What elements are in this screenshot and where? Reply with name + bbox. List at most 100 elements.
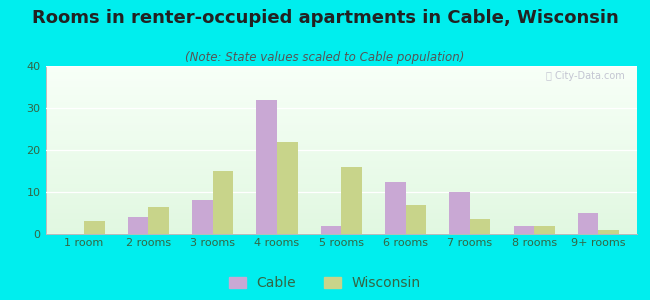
Bar <box>46 137 637 140</box>
Bar <box>46 175 637 177</box>
Bar <box>192 200 213 234</box>
Bar <box>514 226 534 234</box>
Bar <box>46 190 637 192</box>
Bar <box>46 81 637 83</box>
Bar <box>46 79 637 81</box>
Bar <box>46 165 637 167</box>
Bar <box>46 182 637 184</box>
Bar <box>46 133 637 135</box>
Text: (Note: State values scaled to Cable population): (Note: State values scaled to Cable popu… <box>185 51 465 64</box>
Bar <box>46 131 637 133</box>
Bar <box>84 221 105 234</box>
Bar <box>46 230 637 232</box>
Text: Rooms in renter-occupied apartments in Cable, Wisconsin: Rooms in renter-occupied apartments in C… <box>32 9 618 27</box>
Bar <box>46 118 637 121</box>
Bar <box>46 72 637 74</box>
Bar <box>46 112 637 114</box>
Bar <box>46 169 637 171</box>
Bar <box>46 186 637 188</box>
Bar <box>46 160 637 163</box>
Bar <box>46 135 637 137</box>
Bar <box>46 98 637 100</box>
Bar <box>256 100 277 234</box>
Bar <box>46 100 637 102</box>
Bar <box>46 152 637 154</box>
Bar <box>46 217 637 219</box>
Bar <box>46 89 637 91</box>
Bar <box>46 228 637 230</box>
Bar <box>46 123 637 125</box>
Bar <box>46 226 637 228</box>
Bar <box>46 110 637 112</box>
Bar <box>46 108 637 110</box>
Bar <box>46 219 637 221</box>
Bar <box>46 116 637 119</box>
Bar <box>46 202 637 205</box>
Bar <box>46 188 637 190</box>
Text: ⓘ City-Data.com: ⓘ City-Data.com <box>547 71 625 81</box>
Bar <box>406 205 426 234</box>
Bar <box>46 163 637 165</box>
Bar <box>46 213 637 215</box>
Bar <box>46 196 637 198</box>
Bar <box>46 129 637 131</box>
Bar <box>213 171 233 234</box>
Bar <box>46 200 637 202</box>
Bar <box>534 226 554 234</box>
Bar <box>46 221 637 224</box>
Bar <box>46 177 637 179</box>
Bar <box>46 70 637 72</box>
Legend: Cable, Wisconsin: Cable, Wisconsin <box>229 276 421 290</box>
Bar <box>46 171 637 173</box>
Bar <box>46 198 637 200</box>
Bar <box>148 207 169 234</box>
Bar <box>46 106 637 108</box>
Bar <box>46 146 637 148</box>
Bar <box>128 217 148 234</box>
Bar <box>46 215 637 217</box>
Bar <box>46 194 637 196</box>
Bar <box>46 76 637 79</box>
Bar <box>46 87 637 89</box>
Bar <box>46 102 637 104</box>
Bar <box>385 182 406 234</box>
Bar <box>46 121 637 123</box>
Bar <box>46 192 637 194</box>
Bar <box>46 93 637 95</box>
Bar <box>46 104 637 106</box>
Bar <box>46 205 637 207</box>
Bar <box>46 144 637 146</box>
Bar <box>46 74 637 77</box>
Bar <box>46 83 637 85</box>
Bar <box>46 154 637 156</box>
Bar <box>46 207 637 209</box>
Bar <box>46 156 637 158</box>
Bar <box>46 127 637 129</box>
Bar <box>46 66 637 68</box>
Bar <box>46 158 637 160</box>
Bar <box>46 114 637 116</box>
Bar <box>46 85 637 87</box>
Bar <box>277 142 298 234</box>
Bar <box>46 91 637 93</box>
Bar <box>46 209 637 211</box>
Bar <box>320 226 341 234</box>
Bar <box>470 219 490 234</box>
Bar <box>46 142 637 144</box>
Bar <box>46 211 637 213</box>
Bar <box>46 167 637 169</box>
Bar <box>449 192 470 234</box>
Bar <box>46 232 637 234</box>
Bar <box>599 230 619 234</box>
Bar <box>46 140 637 142</box>
Bar <box>46 224 637 226</box>
Bar <box>46 68 637 70</box>
Bar <box>46 173 637 175</box>
Bar <box>578 213 599 234</box>
Bar <box>341 167 362 234</box>
Bar <box>46 95 637 98</box>
Bar <box>46 184 637 186</box>
Bar <box>46 148 637 150</box>
Bar <box>46 179 637 182</box>
Bar <box>46 150 637 152</box>
